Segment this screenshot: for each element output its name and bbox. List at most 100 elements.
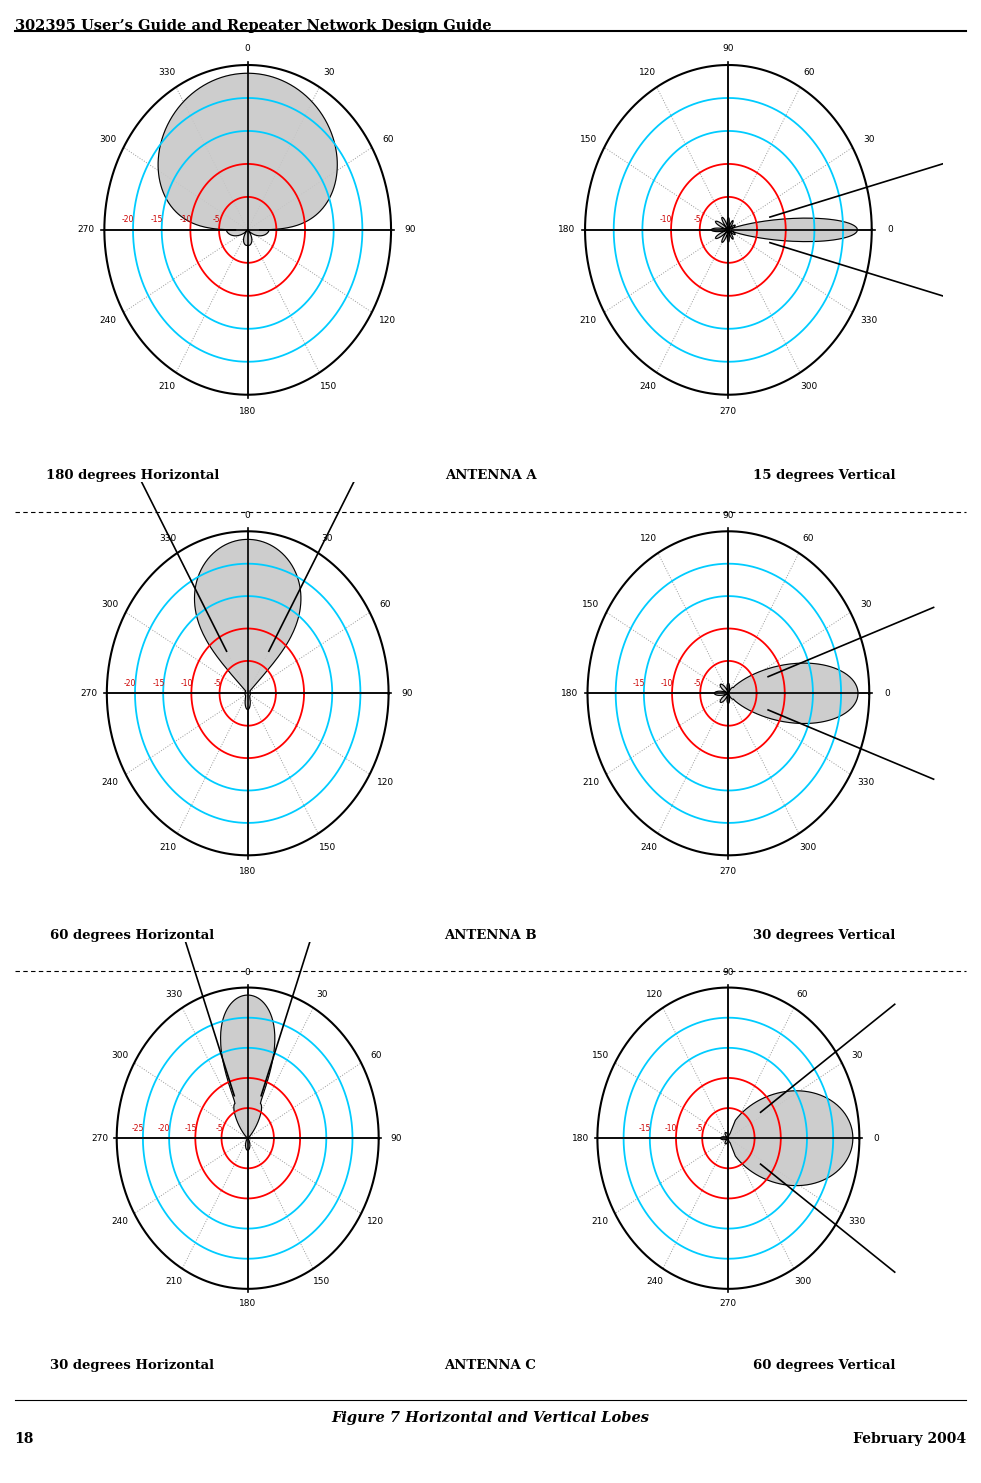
Polygon shape bbox=[714, 663, 858, 724]
Text: 15 degrees Vertical: 15 degrees Vertical bbox=[752, 469, 896, 482]
Text: 180: 180 bbox=[239, 1299, 256, 1308]
Text: 210: 210 bbox=[158, 383, 176, 392]
Text: 210: 210 bbox=[160, 844, 177, 853]
Text: 240: 240 bbox=[639, 383, 656, 392]
Text: 240: 240 bbox=[111, 1216, 128, 1225]
Text: 330: 330 bbox=[857, 779, 875, 787]
Text: 150: 150 bbox=[592, 1051, 609, 1060]
Text: 90: 90 bbox=[404, 225, 415, 234]
Text: -15: -15 bbox=[184, 1124, 196, 1133]
Polygon shape bbox=[588, 531, 869, 856]
Text: 300: 300 bbox=[101, 599, 119, 608]
Text: 330: 330 bbox=[165, 991, 182, 1000]
Text: 300: 300 bbox=[800, 844, 816, 853]
Text: -15: -15 bbox=[152, 679, 165, 688]
Text: 150: 150 bbox=[320, 383, 337, 392]
Polygon shape bbox=[720, 1091, 852, 1185]
Text: 270: 270 bbox=[720, 868, 737, 876]
Text: 120: 120 bbox=[367, 1216, 385, 1225]
Text: 150: 150 bbox=[313, 1277, 331, 1286]
Text: 60 degrees Vertical: 60 degrees Vertical bbox=[752, 1358, 896, 1372]
Text: 90: 90 bbox=[723, 510, 734, 519]
Text: -15: -15 bbox=[633, 679, 645, 688]
Text: -10: -10 bbox=[181, 679, 192, 688]
Text: 60: 60 bbox=[802, 534, 814, 543]
Text: 30 degrees Horizontal: 30 degrees Horizontal bbox=[50, 1358, 215, 1372]
Text: -5: -5 bbox=[694, 215, 701, 224]
Text: 330: 330 bbox=[160, 534, 177, 543]
Text: 330: 330 bbox=[860, 316, 877, 325]
Text: 30: 30 bbox=[323, 68, 335, 77]
Text: 60: 60 bbox=[803, 68, 815, 77]
Text: 300: 300 bbox=[111, 1051, 129, 1060]
Text: 120: 120 bbox=[639, 68, 656, 77]
Text: 270: 270 bbox=[720, 406, 737, 415]
Text: -10: -10 bbox=[180, 215, 192, 224]
Text: 270: 270 bbox=[77, 225, 94, 234]
Text: 270: 270 bbox=[91, 1133, 108, 1143]
Text: February 2004: February 2004 bbox=[853, 1431, 966, 1446]
Text: 0: 0 bbox=[885, 688, 891, 698]
Text: -5: -5 bbox=[215, 1124, 223, 1133]
Text: 90: 90 bbox=[390, 1133, 401, 1143]
Text: 302395 User’s Guide and Repeater Network Design Guide: 302395 User’s Guide and Repeater Network… bbox=[15, 19, 491, 33]
Text: 180 degrees Horizontal: 180 degrees Horizontal bbox=[46, 469, 219, 482]
Text: 240: 240 bbox=[645, 1277, 663, 1286]
Text: 180: 180 bbox=[558, 225, 575, 234]
Text: 0: 0 bbox=[245, 510, 250, 519]
Text: 180: 180 bbox=[239, 406, 256, 415]
Text: ANTENNA C: ANTENNA C bbox=[444, 1358, 537, 1372]
Text: 90: 90 bbox=[723, 44, 734, 53]
Text: ANTENNA A: ANTENNA A bbox=[444, 469, 537, 482]
Text: 270: 270 bbox=[720, 1299, 737, 1308]
Text: 0: 0 bbox=[873, 1133, 879, 1143]
Text: 120: 120 bbox=[645, 991, 663, 1000]
Text: -10: -10 bbox=[665, 1124, 677, 1133]
Text: 60: 60 bbox=[380, 599, 391, 608]
Text: 30: 30 bbox=[316, 991, 328, 1000]
Text: 0: 0 bbox=[245, 968, 250, 977]
Text: ANTENNA B: ANTENNA B bbox=[444, 928, 537, 942]
Text: -20: -20 bbox=[124, 679, 136, 688]
Text: 300: 300 bbox=[99, 135, 116, 144]
Text: 30 degrees Vertical: 30 degrees Vertical bbox=[752, 928, 896, 942]
Text: 330: 330 bbox=[848, 1216, 865, 1225]
Text: 210: 210 bbox=[582, 779, 599, 787]
Text: 300: 300 bbox=[794, 1277, 811, 1286]
Text: -5: -5 bbox=[213, 215, 221, 224]
Text: 60: 60 bbox=[797, 991, 808, 1000]
Polygon shape bbox=[194, 540, 301, 709]
Text: -5: -5 bbox=[694, 679, 701, 688]
Text: -15: -15 bbox=[639, 1124, 651, 1133]
Text: 180: 180 bbox=[572, 1133, 589, 1143]
Text: 90: 90 bbox=[723, 968, 734, 977]
Text: 240: 240 bbox=[641, 844, 657, 853]
Text: 30: 30 bbox=[322, 534, 334, 543]
Text: 30: 30 bbox=[860, 599, 872, 608]
Text: 90: 90 bbox=[401, 688, 413, 698]
Text: -10: -10 bbox=[660, 215, 673, 224]
Polygon shape bbox=[158, 73, 337, 246]
Text: 210: 210 bbox=[165, 1277, 182, 1286]
Text: 270: 270 bbox=[79, 688, 97, 698]
Text: 30: 30 bbox=[863, 135, 874, 144]
Text: 180: 180 bbox=[560, 688, 578, 698]
Text: 60 degrees Horizontal: 60 degrees Horizontal bbox=[50, 928, 215, 942]
Text: 300: 300 bbox=[800, 383, 818, 392]
Polygon shape bbox=[107, 531, 388, 856]
Text: 120: 120 bbox=[380, 316, 396, 325]
Polygon shape bbox=[104, 65, 391, 394]
Polygon shape bbox=[585, 65, 872, 394]
Text: 60: 60 bbox=[370, 1051, 382, 1060]
Text: 120: 120 bbox=[641, 534, 657, 543]
Text: 240: 240 bbox=[101, 779, 119, 787]
Text: 60: 60 bbox=[383, 135, 393, 144]
Text: 150: 150 bbox=[582, 599, 599, 608]
Text: 120: 120 bbox=[377, 779, 394, 787]
Text: 18: 18 bbox=[15, 1431, 34, 1446]
Text: 240: 240 bbox=[99, 316, 116, 325]
Text: 0: 0 bbox=[245, 44, 250, 53]
Text: 0: 0 bbox=[888, 225, 894, 234]
Text: -20: -20 bbox=[158, 1124, 171, 1133]
Text: 180: 180 bbox=[239, 868, 256, 876]
